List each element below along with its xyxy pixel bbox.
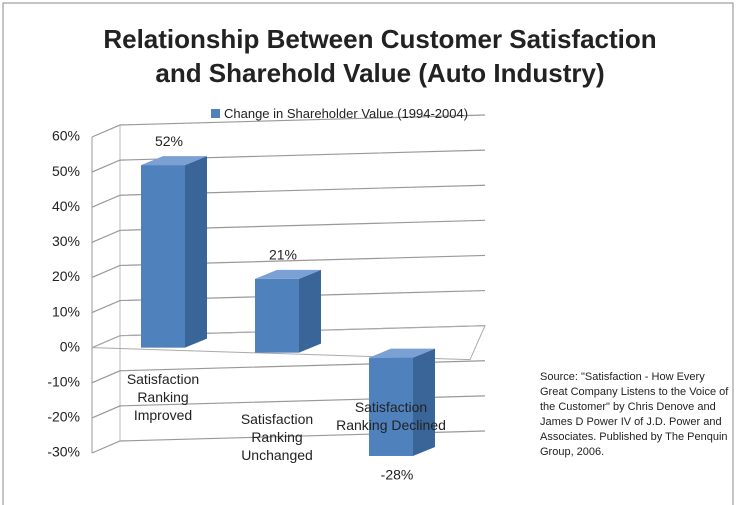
grid-line	[91, 184, 486, 208]
grid-line	[91, 289, 486, 314]
grid-line	[91, 254, 486, 278]
bar	[255, 278, 299, 353]
y-tick-label: 50%	[52, 163, 80, 179]
source-note: Source: "Satisfaction - How Every Great …	[540, 371, 729, 458]
bar-top	[369, 348, 435, 358]
grid-line	[91, 395, 486, 419]
x-tick-label: Satisfaction Ranking Unchanged	[240, 411, 314, 463]
chart-title: Relationship Between Customer Satisfacti…	[103, 24, 657, 88]
floor	[91, 325, 486, 361]
value-label: 52%	[155, 133, 183, 149]
y-tick-label: 10%	[52, 303, 80, 319]
grid-line	[91, 114, 486, 138]
grid-line	[91, 149, 486, 173]
grid-line	[91, 219, 486, 243]
legend-swatch	[211, 109, 220, 118]
grid-line	[91, 360, 486, 384]
legend-label: Change in Shareholder Value (1994-2004)	[224, 106, 469, 121]
value-label: 21%	[269, 247, 297, 263]
bar-top	[141, 156, 207, 166]
y-tick-label: 0%	[60, 338, 80, 354]
bar-side	[299, 269, 321, 353]
y-tick-label: 20%	[52, 268, 80, 284]
x-tick-label: Satisfaction Ranking Declined	[336, 399, 446, 433]
bar-side	[185, 156, 207, 348]
y-tick-label: 60%	[52, 128, 80, 144]
grid-line	[91, 430, 486, 454]
bar	[369, 357, 413, 456]
bar-top	[255, 269, 321, 279]
value-label: -28%	[381, 467, 414, 483]
y-tick-label: 30%	[52, 233, 80, 249]
y-tick-label: -30%	[47, 444, 80, 460]
x-tick-label: Satisfaction Ranking Improved	[126, 371, 200, 423]
y-tick-label: -20%	[47, 409, 80, 425]
legend: Change in Shareholder Value (1994-2004)	[211, 106, 468, 121]
bar	[141, 165, 185, 348]
y-tick-label: 40%	[52, 198, 80, 214]
bar-side	[413, 348, 435, 456]
y-tick-label: -10%	[47, 373, 80, 389]
